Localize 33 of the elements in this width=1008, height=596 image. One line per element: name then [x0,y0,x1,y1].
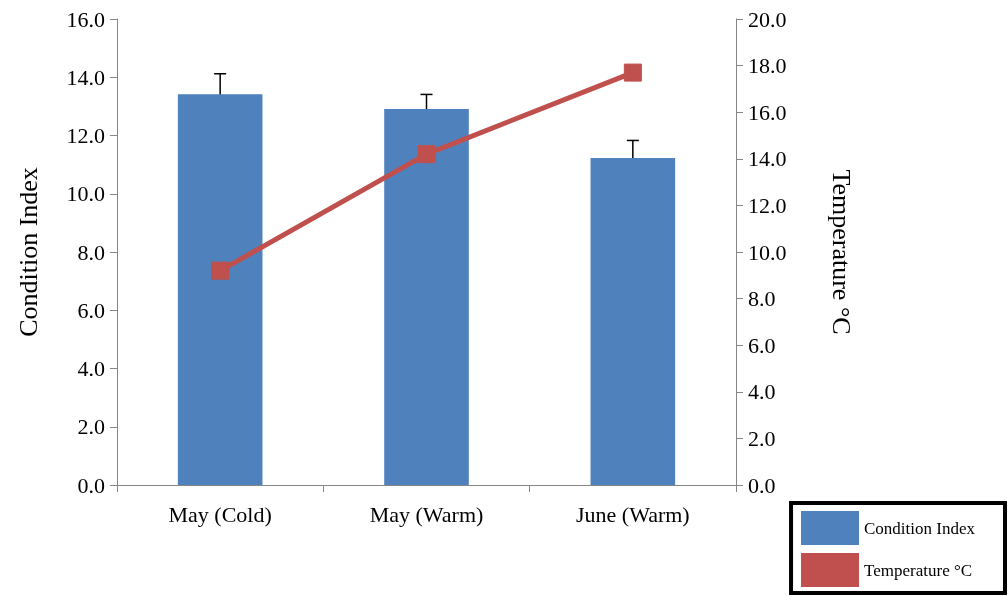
legend-label: Temperature °C [864,560,973,580]
y2-tick-label: 8.0 [748,286,776,312]
y-tick-label: 4.0 [77,356,105,381]
y-axis-title: Condition Index [13,167,43,337]
bar [384,109,469,485]
y-tick-label: 6.0 [77,297,105,323]
y-tick-label: 16.0 [66,6,105,32]
y-tick-label: 8.0 [77,239,105,265]
point [211,261,230,280]
y2-tick-label: 2.0 [748,425,776,451]
bar [590,157,676,485]
y2-axis-title: Temperature °C [826,169,856,335]
y-tick-label: 0.0 [77,472,105,498]
y2-tick-label: 10.0 [748,239,787,265]
y-tick-label: 10.0 [66,181,105,207]
y2-tick-label: 4.0 [748,379,776,405]
x-tick-label: May (Cold) [168,501,272,527]
y2-tick-label: 14.0 [748,146,787,172]
legend-label: Condition Index [864,518,976,538]
y-tick-label: 14.0 [66,64,105,90]
y2-tick-label: 0.0 [748,472,776,498]
y2-tick-label: 18.0 [748,53,787,79]
y-tick-label: 12.0 [66,123,105,148]
bar [177,94,263,485]
x-tick-label: May (Warm) [369,501,484,527]
point [623,63,642,82]
y2-tick-label: 12.0 [748,192,787,218]
point [417,145,436,164]
y-tick-label: 2.0 [77,414,105,440]
x-tick-label: June (Warm) [575,501,690,527]
y2-tick-label: 6.0 [748,332,776,358]
y2-tick-label: 20.0 [748,6,787,32]
y2-tick-label: 16.0 [748,99,787,125]
